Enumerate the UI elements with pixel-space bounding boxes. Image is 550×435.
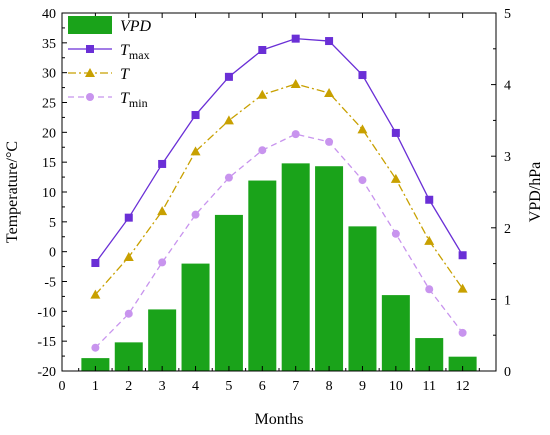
y-right-tick-label-3: 3 <box>504 150 511 165</box>
vpd-bar-12 <box>448 356 477 371</box>
y-left-tick-label--5: -5 <box>44 276 56 291</box>
point-T-max-7 <box>291 34 300 43</box>
y-right-tick-label-0: 0 <box>504 365 511 380</box>
point-T-min-8 <box>325 137 334 146</box>
x-tick-label-8: 8 <box>326 379 333 394</box>
point-T-max-1 <box>91 259 100 268</box>
point-T-max-2 <box>124 213 133 222</box>
legend: VPD Tmax T Tmin <box>68 16 152 110</box>
vpd-bar-9 <box>348 226 377 371</box>
point-T-4 <box>190 146 201 156</box>
point-T-max-4 <box>191 111 200 120</box>
legend-marker-T <box>85 68 95 77</box>
vpd-bar-5 <box>214 214 243 371</box>
point-T-max-12 <box>458 251 467 260</box>
point-T-min-1 <box>91 343 100 352</box>
legend-swatch-vpd <box>68 16 112 34</box>
y-left-tick-label-35: 35 <box>42 37 56 52</box>
point-T-8 <box>324 87 335 97</box>
y-left-tick-label-10: 10 <box>42 186 56 201</box>
x-tick-label-2: 2 <box>125 379 132 394</box>
point-T-min-2 <box>124 309 133 318</box>
point-T-7 <box>290 79 301 89</box>
y-left-tick-label-25: 25 <box>42 97 56 112</box>
y-axis-right-title: VPD/hPa <box>527 162 544 222</box>
y-left-tick-label-5: 5 <box>49 216 56 231</box>
point-T-min-10 <box>391 229 400 238</box>
x-tick-label-12: 12 <box>456 379 470 394</box>
x-tick-label-10: 10 <box>389 379 403 394</box>
legend-label-T: T <box>120 66 130 83</box>
x-tick-label-11: 11 <box>422 379 435 394</box>
point-T-max-8 <box>325 37 334 46</box>
vpd-bar-3 <box>148 309 177 371</box>
temperature-lines <box>90 34 468 352</box>
vpd-bar-7 <box>281 163 310 371</box>
y-left-tick-label-20: 20 <box>42 126 56 141</box>
x-tick-label-3: 3 <box>159 379 166 394</box>
point-T-max-5 <box>224 72 233 81</box>
x-tick-label-9: 9 <box>359 379 366 394</box>
y-left-tick-label-40: 40 <box>42 7 56 22</box>
point-T-min-7 <box>291 130 300 139</box>
legend-marker-T-min <box>86 93 94 101</box>
x-tick-label-7: 7 <box>292 379 299 394</box>
x-axis-title: Months <box>255 411 304 428</box>
point-T-5 <box>223 115 234 125</box>
legend-label-vpd: VPD <box>120 18 152 35</box>
vpd-bars <box>81 163 477 371</box>
y-right-tick-label-4: 4 <box>504 79 511 94</box>
x-tick-label-1: 1 <box>92 379 99 394</box>
x-tick-label-6: 6 <box>259 379 266 394</box>
y-left-tick-label-0: 0 <box>49 246 56 261</box>
x-tick-label-5: 5 <box>225 379 232 394</box>
point-T-10 <box>390 173 401 183</box>
line-T-max <box>94 37 464 264</box>
vpd-bar-6 <box>248 180 277 371</box>
y-left-tick-label--20: -20 <box>37 365 56 380</box>
y-axis-right: 0 1 2 3 4 5 <box>491 7 511 380</box>
point-T-max-3 <box>158 159 167 168</box>
vpd-bar-8 <box>315 166 344 371</box>
legend-label-T-min: Tmin <box>120 90 148 110</box>
point-T-min-6 <box>258 146 267 155</box>
point-T-max-11 <box>425 195 434 204</box>
point-T-9 <box>357 124 368 134</box>
point-T-11 <box>424 235 435 245</box>
point-T-min-11 <box>425 285 434 294</box>
y-axis-left-title: Temperature/°C <box>4 141 21 243</box>
point-T-max-6 <box>258 45 267 54</box>
line-T <box>94 83 464 296</box>
point-T-max-9 <box>358 71 367 80</box>
point-T-min-9 <box>358 176 367 185</box>
vpd-bar-1 <box>81 358 110 371</box>
point-T-1 <box>90 289 101 299</box>
point-T-min-12 <box>458 328 467 337</box>
point-T-12 <box>457 283 468 293</box>
vpd-bar-10 <box>381 295 410 371</box>
point-T-min-4 <box>191 210 200 219</box>
point-T-min-5 <box>224 173 233 182</box>
legend-label-T-max: Tmax <box>120 42 150 62</box>
point-T-3 <box>157 206 168 216</box>
point-T-2 <box>123 252 134 262</box>
point-T-min-3 <box>158 258 167 267</box>
vpd-bar-4 <box>181 263 210 371</box>
y-left-tick-label-15: 15 <box>42 156 56 171</box>
y-left-tick-label--15: -15 <box>37 335 56 350</box>
x-axis: 0 1 2 3 4 5 6 7 8 9 10 11 12 <box>59 13 480 394</box>
point-T-max-10 <box>391 128 400 137</box>
y-right-tick-label-1: 1 <box>504 293 511 308</box>
legend-marker-T-max <box>86 45 94 53</box>
y-left-tick-label--10: -10 <box>37 305 56 320</box>
x-tick-label-4: 4 <box>192 379 199 394</box>
y-axis-left: -20 -15 -10 -5 0 5 10 15 20 25 30 35 40 <box>37 7 67 380</box>
y-right-tick-label-2: 2 <box>504 222 511 237</box>
point-T-6 <box>257 89 268 99</box>
x-tick-label-0: 0 <box>59 379 66 394</box>
vpd-bar-11 <box>415 338 444 371</box>
y-left-tick-label-30: 30 <box>42 67 56 82</box>
y-right-tick-label-5: 5 <box>504 7 511 22</box>
